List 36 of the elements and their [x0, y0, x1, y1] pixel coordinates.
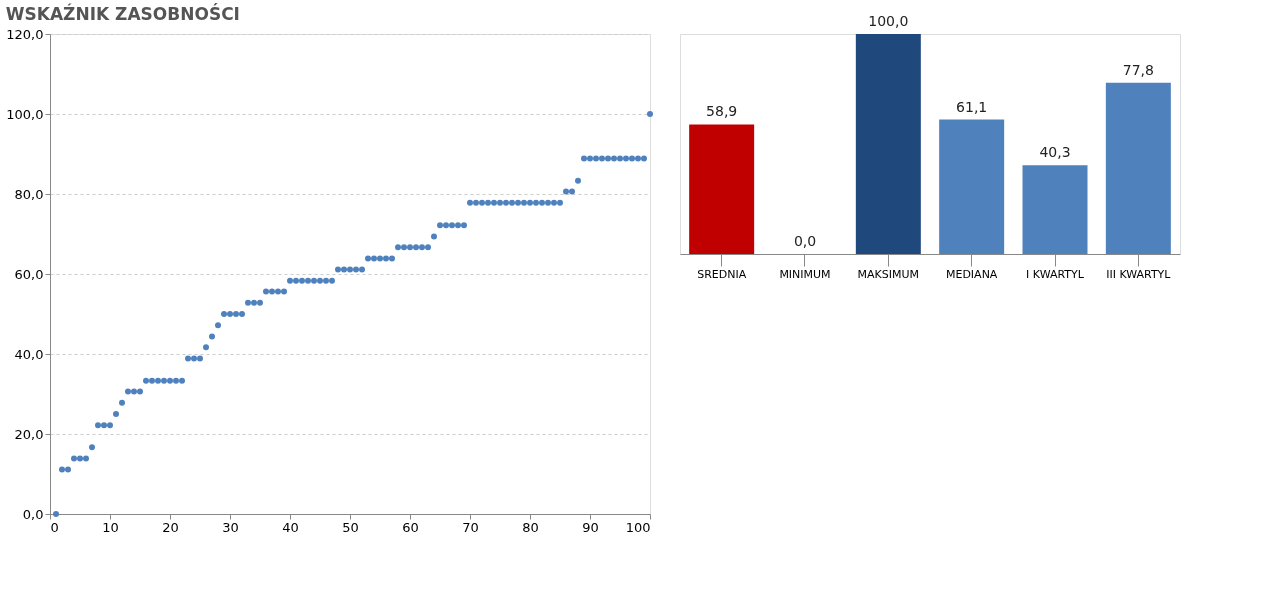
x-tick-label: 20: [162, 519, 179, 535]
data-label: 58,9: [706, 103, 738, 120]
bar: [689, 124, 755, 254]
x-tick-label: MEDIANA: [945, 267, 998, 281]
x-tick-label: SREDNIA: [697, 267, 747, 281]
x-tick-label: 90: [582, 519, 599, 535]
chart-title: WSKAŹNIK ZASOBNOŚCI: [5, 3, 240, 24]
x-tick-label: 60: [402, 519, 419, 535]
data-label: 100,0: [868, 13, 909, 29]
x-tick-label: 10: [102, 519, 119, 535]
x-tick-label: I KWARTYL: [1026, 267, 1085, 281]
y-tick-label: 0,0: [22, 506, 44, 522]
bar: [1022, 165, 1088, 254]
y-tick-label: 80,0: [14, 186, 44, 202]
x-tick-label: 40: [282, 519, 299, 535]
bar: [855, 34, 921, 254]
x-tick-label: MAKSIMUM: [857, 267, 920, 281]
y-tick-label: 40,0: [14, 346, 44, 362]
y-tick-label: 60,0: [14, 266, 44, 282]
data-label: 40,3: [1039, 144, 1071, 161]
x-tick-label: 80: [522, 519, 539, 535]
x-tick-label: 30: [222, 519, 239, 535]
x-tick-label: 70: [462, 519, 479, 535]
x-tick-label: 0: [50, 519, 59, 535]
bar: [1105, 82, 1171, 254]
data-label: 61,1: [956, 98, 988, 115]
x-tick-label: MINIMUM: [779, 267, 831, 281]
x-tick-label: 50: [342, 519, 359, 535]
bar: [939, 119, 1005, 254]
x-tick-label: III KWARTYL: [1106, 267, 1172, 281]
y-tick-label: 20,0: [14, 426, 44, 442]
y-tick-label: 100,0: [6, 106, 44, 122]
y-tick-label: 120,0: [6, 26, 44, 42]
data-label: 0,0: [793, 233, 817, 249]
x-tick-label: 100: [625, 519, 651, 535]
data-label: 77,8: [1122, 61, 1154, 78]
